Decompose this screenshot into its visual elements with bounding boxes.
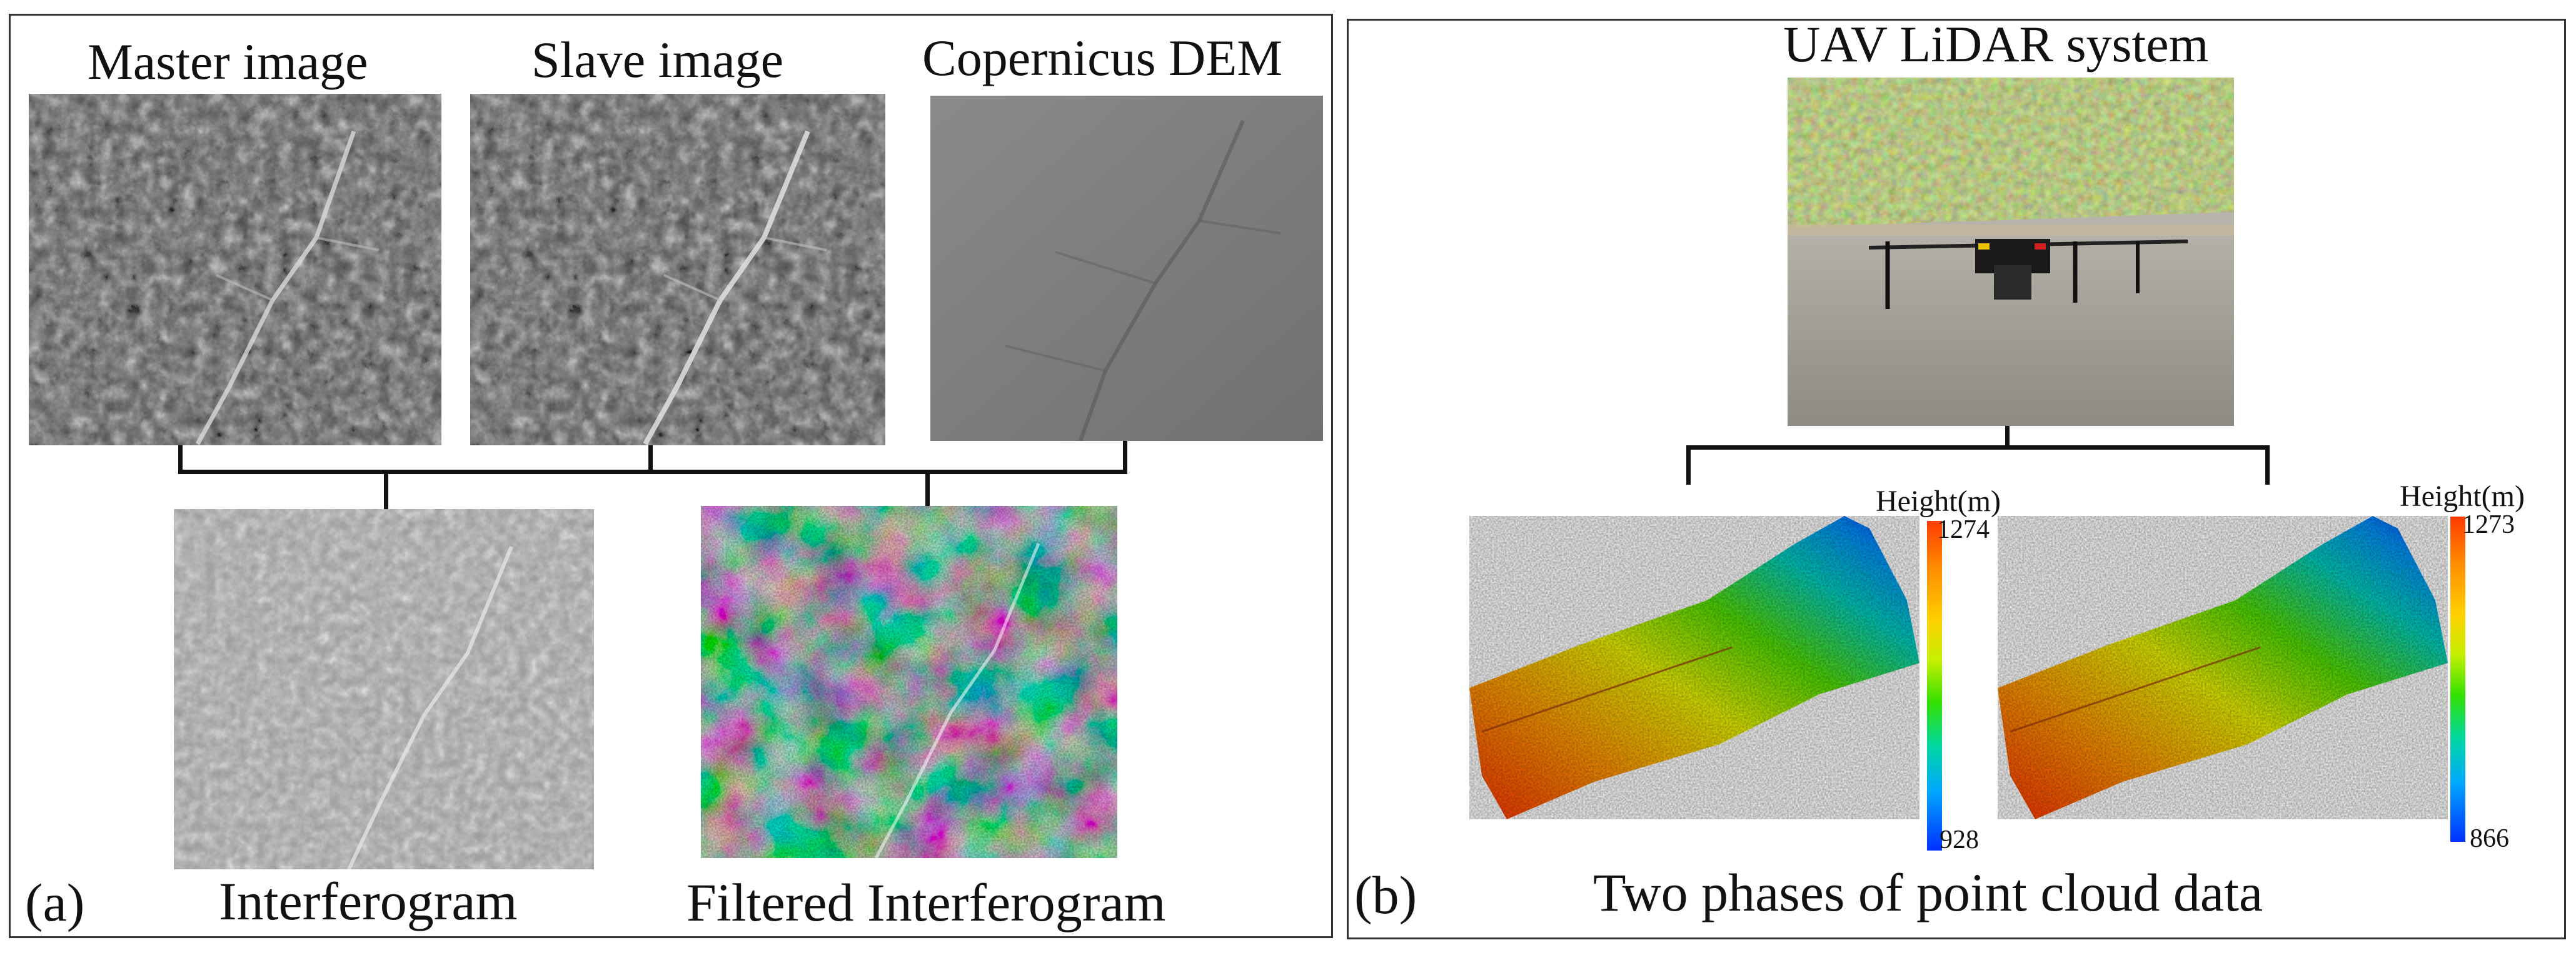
uav-lidar-photo xyxy=(1788,78,2234,426)
phase1-colorbar xyxy=(1927,521,1942,851)
panel-b-frame xyxy=(1347,19,2566,939)
point-cloud-phase2 xyxy=(1998,516,2448,819)
connector-b-left-drop xyxy=(1686,445,1691,485)
slave-image xyxy=(470,94,885,445)
drone-graphic xyxy=(1868,239,2188,309)
connector-a-slave-drop xyxy=(648,445,653,473)
copernicus-dem-title: Copernicus DEM xyxy=(922,29,1283,86)
phase2-height-label: Height(m) xyxy=(2400,480,2525,513)
panel-b-label: (b) xyxy=(1354,865,1417,925)
phase1-min-value: 928 xyxy=(1940,826,1979,854)
connector-b-horizontal xyxy=(1686,445,2270,450)
filtered-interferogram-image xyxy=(701,506,1117,858)
uav-lidar-title: UAV LiDAR system xyxy=(1783,16,2209,73)
interferogram-caption: Interferogram xyxy=(219,871,518,931)
point-cloud-phase1 xyxy=(1469,516,1919,819)
interferogram-image xyxy=(174,509,594,869)
point-cloud-caption: Two phases of point cloud data xyxy=(1593,862,2263,922)
panel-a-frame xyxy=(9,14,1333,938)
master-image xyxy=(29,94,441,445)
phase1-height-label: Height(m) xyxy=(1876,485,2001,518)
connector-b-stem xyxy=(2005,426,2010,448)
connector-a-filtered-riser xyxy=(925,470,930,506)
filtered-interferogram-caption: Filtered Interferogram xyxy=(687,872,1166,932)
connector-a-ifg-riser xyxy=(384,470,388,510)
copernicus-dem-image xyxy=(930,96,1323,441)
master-image-title: Master image xyxy=(88,33,368,90)
phase2-min-value: 866 xyxy=(2470,824,2509,853)
connector-a-horizontal xyxy=(178,470,1127,474)
connector-b-right-drop xyxy=(2265,445,2270,485)
panel-a-label: (a) xyxy=(25,872,85,932)
phase1-max-value: 1274 xyxy=(1937,515,1990,544)
phase2-colorbar xyxy=(2450,517,2465,842)
slave-image-title: Slave image xyxy=(531,31,784,88)
connector-a-master-drop xyxy=(178,445,183,473)
connector-a-dem-drop xyxy=(1123,441,1127,473)
phase2-max-value: 1273 xyxy=(2462,510,2515,539)
